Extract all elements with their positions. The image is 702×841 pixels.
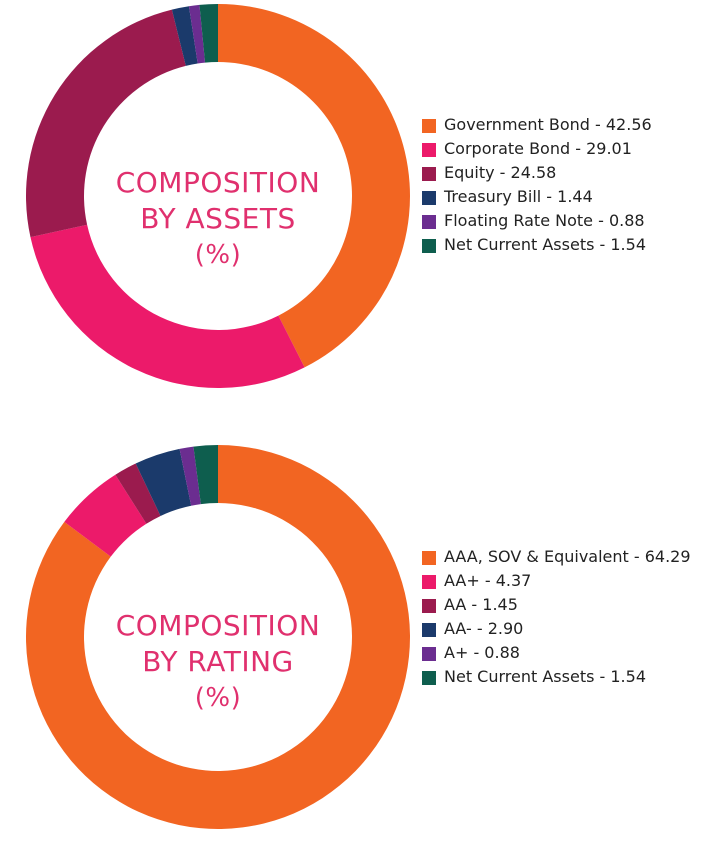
legend-item: Corporate Bond - 29.01 (420, 137, 652, 161)
assets-slice (171, 6, 198, 66)
rating-composition-chart: COMPOSITION BY RATING (%) AAA, SOV & Equ… (0, 441, 702, 841)
assets-composition-chart: COMPOSITION BY ASSETS (%) Government Bon… (0, 0, 702, 400)
assets-title-line-2: BY ASSETS (140, 202, 296, 235)
assets-slice (25, 9, 186, 238)
assets-chart-title: COMPOSITION BY ASSETS (%) (66, 165, 370, 273)
legend-swatch (422, 647, 436, 661)
legend-item: AA - 1.45 (420, 593, 702, 617)
legend-label: Treasury Bill - 1.44 (444, 187, 593, 206)
assets-slice (30, 224, 305, 388)
rating-donut (26, 445, 410, 829)
rating-title-line-2: BY RATING (142, 645, 294, 678)
legend-swatch (422, 191, 436, 205)
rating-legend: AAA, SOV & Equivalent - 64.29 AA+ - 4.37… (420, 545, 702, 689)
assets-donut (25, 4, 410, 388)
legend-item: Government Bond - 42.56 (420, 113, 652, 137)
legend-item: Equity - 24.58 (420, 161, 652, 185)
legend-swatch (422, 119, 436, 133)
assets-slice (188, 4, 206, 64)
rating-slice (64, 474, 147, 557)
legend-item: Floating Rate Note - 0.88 (420, 209, 652, 233)
legend-label: Net Current Assets - 1.54 (444, 235, 646, 254)
legend-item: A+ - 0.88 (420, 641, 702, 665)
legend-label: AAA, SOV & Equivalent - 64.29 (444, 547, 691, 566)
rating-title-line-1: COMPOSITION (115, 609, 321, 642)
legend-label: AA- - 2.90 (444, 619, 524, 638)
legend-item: AAA, SOV & Equivalent - 64.29 (420, 545, 702, 569)
legend-item: Net Current Assets - 1.54 (420, 665, 702, 689)
assets-slice (218, 4, 410, 368)
rating-slice (179, 446, 201, 506)
rating-slice (115, 463, 161, 524)
rating-chart-title: COMPOSITION BY RATING (%) (66, 608, 370, 716)
legend-label: A+ - 0.88 (444, 643, 520, 662)
assets-title-line-1: COMPOSITION (115, 166, 321, 199)
legend-swatch (422, 575, 436, 589)
legend-swatch (422, 599, 436, 613)
assets-title-unit: (%) (194, 240, 242, 270)
legend-swatch (422, 143, 436, 157)
legend-item: Net Current Assets - 1.54 (420, 233, 652, 257)
legend-swatch (422, 215, 436, 229)
rating-title-unit: (%) (194, 683, 242, 713)
legend-item: AA+ - 4.37 (420, 569, 702, 593)
legend-swatch (422, 623, 436, 637)
legend-label: Net Current Assets - 1.54 (444, 667, 646, 686)
legend-swatch (422, 167, 436, 181)
legend-label: Government Bond - 42.56 (444, 115, 652, 134)
legend-swatch (422, 239, 436, 253)
rating-slice (193, 445, 218, 505)
legend-label: Equity - 24.58 (444, 163, 557, 182)
legend-item: AA- - 2.90 (420, 617, 702, 641)
rating-slice (135, 448, 192, 516)
legend-label: AA - 1.45 (444, 595, 518, 614)
legend-label: AA+ - 4.37 (444, 571, 532, 590)
legend-label: Floating Rate Note - 0.88 (444, 211, 645, 230)
legend-swatch (422, 551, 436, 565)
assets-legend: Government Bond - 42.56 Corporate Bond -… (420, 113, 652, 257)
legend-item: Treasury Bill - 1.44 (420, 185, 652, 209)
legend-label: Corporate Bond - 29.01 (444, 139, 632, 158)
assets-slice (199, 4, 218, 63)
legend-swatch (422, 671, 436, 685)
rating-slice (26, 445, 410, 829)
